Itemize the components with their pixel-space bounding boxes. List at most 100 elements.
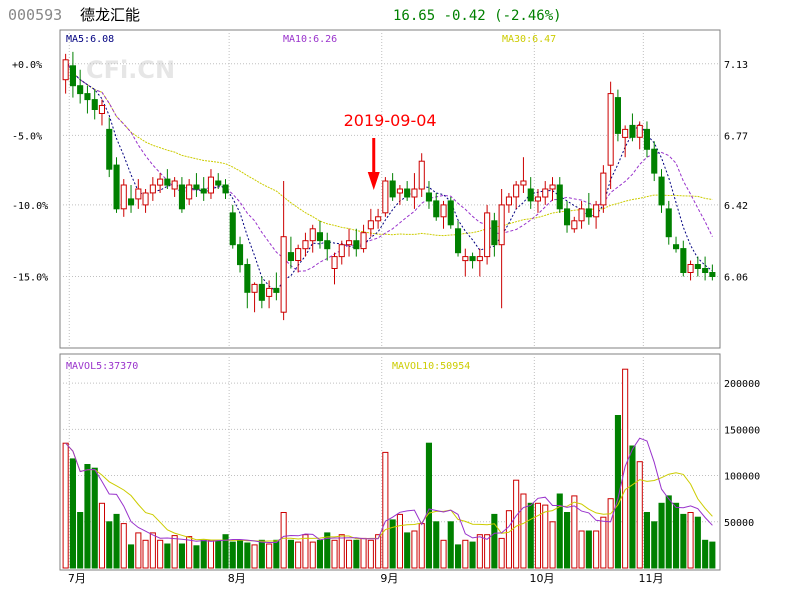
volume-bar	[251, 544, 258, 569]
candle-body	[62, 59, 69, 81]
candle-body	[251, 283, 258, 293]
candle-body	[578, 208, 585, 222]
month-label-oct: 10月	[529, 572, 554, 585]
volume-bar	[498, 537, 505, 569]
candle-body	[222, 184, 229, 194]
volume-bar	[665, 495, 672, 569]
candle-body	[273, 287, 280, 293]
volume-bar	[186, 536, 193, 569]
candle-body	[651, 148, 658, 174]
volume-bar	[600, 516, 607, 569]
candle-body	[513, 184, 520, 198]
volume-bar	[571, 495, 578, 569]
mavol10-line	[65, 442, 713, 542]
left-tick-2: -10.0%	[12, 201, 48, 212]
candle-body	[571, 220, 578, 230]
volume-bar	[578, 530, 585, 569]
volume-bar	[200, 539, 207, 569]
candle-body	[258, 283, 265, 301]
candle-body	[622, 128, 629, 138]
candle-body	[665, 208, 672, 238]
candle-body	[527, 188, 534, 202]
volume-bar	[207, 539, 214, 569]
volume-tick-3: 50000	[724, 518, 754, 529]
left-tick-3: -15.0%	[12, 272, 48, 283]
candle-body	[215, 180, 222, 186]
volume-bar	[171, 535, 178, 569]
candle-body	[229, 212, 236, 246]
legend-ma30: MA30:6.47	[502, 34, 556, 45]
volume-bar	[585, 530, 592, 569]
candle-body	[491, 220, 498, 246]
volume-bar	[193, 545, 200, 569]
volume-tick-2: 100000	[724, 472, 760, 483]
volume-bar	[549, 521, 556, 569]
volume-bar	[178, 543, 185, 569]
volume-bar	[629, 445, 636, 569]
candle-body	[498, 204, 505, 246]
right-tick-1: 6.77	[724, 131, 748, 142]
candle-body	[614, 97, 622, 134]
left-tick-0: +0.0%	[12, 60, 42, 71]
volume-bar	[469, 541, 476, 569]
candle-body	[607, 93, 614, 166]
candle-body	[200, 188, 207, 194]
candle-body	[411, 188, 418, 198]
stock-quote: 16.65 -0.42 (-2.46%)	[393, 8, 562, 24]
volume-bar	[353, 539, 360, 569]
volume-bar	[542, 504, 549, 569]
volume-bar	[418, 523, 425, 569]
volume-bar	[593, 530, 600, 569]
candle-body	[702, 268, 709, 273]
month-label-aug: 8月	[228, 572, 246, 585]
candle-body	[91, 99, 98, 110]
candle-body	[600, 172, 607, 206]
candle-body	[382, 180, 389, 214]
candle-body	[142, 192, 149, 206]
volume-bar	[98, 502, 106, 569]
month-label-nov: 11月	[638, 572, 663, 585]
candle-body	[346, 240, 353, 246]
legend-mavol10: MAVOL10:50954	[392, 361, 470, 372]
volume-bar	[324, 532, 331, 569]
candle-body	[244, 264, 251, 293]
candle-body	[404, 188, 411, 198]
volume-bar	[237, 539, 244, 569]
volume-tick-0: 200000	[724, 379, 760, 390]
month-label-sep: 9月	[380, 572, 398, 585]
candle-body	[375, 216, 382, 222]
volume-bar	[455, 544, 462, 569]
annotation-arrow-head	[367, 172, 380, 190]
volume-bar	[309, 541, 316, 569]
volume-bar	[425, 442, 432, 569]
candle-body	[636, 124, 643, 138]
candle-body	[128, 198, 135, 206]
candle-body	[106, 128, 113, 170]
candle-body	[440, 204, 447, 218]
candle-body	[287, 252, 294, 262]
candle-body	[331, 256, 338, 270]
volume-bar	[164, 543, 171, 569]
candle-body	[157, 178, 164, 186]
candle-body	[302, 240, 309, 250]
volume-bar	[69, 458, 77, 569]
ma30-line	[65, 59, 713, 237]
volume-bar	[120, 523, 127, 569]
volume-bar	[411, 530, 418, 569]
volume-bar	[680, 513, 687, 569]
candle-body	[476, 256, 483, 262]
candle-body	[120, 184, 127, 210]
volume-bar	[287, 539, 294, 569]
candle-body	[505, 196, 512, 206]
candle-body	[643, 128, 651, 150]
candle-body	[520, 180, 527, 186]
right-tick-0: 7.13	[724, 60, 748, 71]
candle-body	[149, 184, 156, 194]
volume-bar	[709, 541, 716, 569]
candle-body	[360, 232, 367, 250]
date-annotation: 2019-09-04	[344, 111, 437, 190]
candle-body	[462, 256, 469, 262]
volume-bar	[505, 510, 512, 569]
candle-body	[447, 200, 454, 226]
volume-bar	[382, 451, 389, 569]
